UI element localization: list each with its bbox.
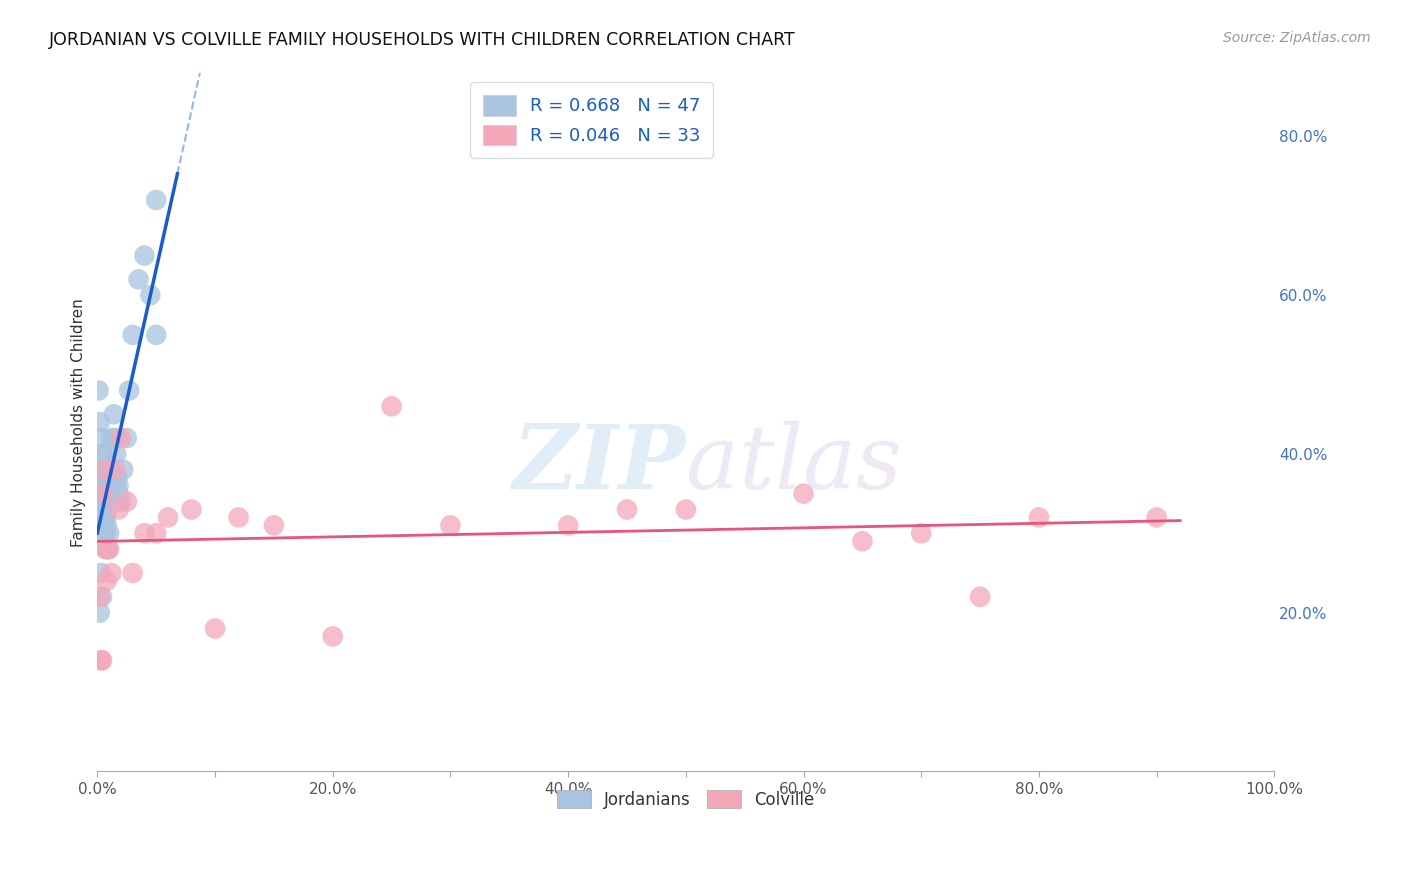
Point	[87, 384, 110, 398]
Point	[98, 542, 121, 557]
Point	[94, 447, 117, 461]
Point	[228, 510, 250, 524]
Point	[910, 526, 932, 541]
Point	[107, 486, 129, 500]
Point	[101, 463, 124, 477]
Point	[1028, 510, 1050, 524]
Point	[675, 502, 697, 516]
Point	[96, 574, 118, 588]
Point	[93, 486, 115, 500]
Point	[104, 431, 127, 445]
Point	[91, 526, 114, 541]
Text: JORDANIAN VS COLVILLE FAMILY HOUSEHOLDS WITH CHILDREN CORRELATION CHART: JORDANIAN VS COLVILLE FAMILY HOUSEHOLDS …	[49, 31, 796, 49]
Point	[139, 288, 162, 302]
Point	[134, 526, 156, 541]
Point	[180, 502, 202, 516]
Point	[156, 510, 179, 524]
Point	[97, 542, 120, 557]
Point	[851, 534, 873, 549]
Point	[91, 653, 114, 667]
Point	[121, 566, 143, 580]
Point	[94, 510, 117, 524]
Point	[91, 494, 114, 508]
Point	[96, 518, 118, 533]
Point	[94, 542, 117, 557]
Point	[121, 327, 143, 342]
Point	[145, 327, 167, 342]
Point	[93, 463, 115, 477]
Point	[107, 502, 129, 516]
Point	[107, 478, 129, 492]
Point	[94, 478, 117, 492]
Point	[91, 590, 114, 604]
Point	[115, 431, 138, 445]
Point	[104, 463, 127, 477]
Point	[115, 494, 138, 508]
Point	[100, 566, 122, 580]
Point	[91, 502, 114, 516]
Point	[793, 486, 815, 500]
Point	[98, 486, 121, 500]
Text: ZIP: ZIP	[512, 421, 686, 508]
Point	[105, 471, 128, 485]
Point	[112, 463, 135, 477]
Point	[90, 510, 112, 524]
Point	[1146, 510, 1168, 524]
Point	[91, 486, 114, 500]
Point	[128, 272, 150, 286]
Point	[91, 471, 114, 485]
Point	[134, 248, 156, 262]
Point	[97, 502, 120, 516]
Y-axis label: Family Households with Children: Family Households with Children	[72, 298, 86, 547]
Point	[110, 494, 132, 508]
Point	[110, 431, 132, 445]
Text: Source: ZipAtlas.com: Source: ZipAtlas.com	[1223, 31, 1371, 45]
Point	[90, 431, 112, 445]
Point	[98, 463, 121, 477]
Point	[105, 447, 128, 461]
Point	[90, 653, 112, 667]
Text: atlas: atlas	[686, 421, 901, 508]
Point	[89, 478, 111, 492]
Point	[557, 518, 579, 533]
Point	[616, 502, 638, 516]
Point	[91, 478, 114, 492]
Point	[969, 590, 991, 604]
Point	[98, 526, 121, 541]
Point	[90, 463, 112, 477]
Point	[96, 542, 118, 557]
Point	[204, 622, 226, 636]
Point	[94, 526, 117, 541]
Point	[93, 510, 115, 524]
Point	[322, 630, 344, 644]
Point	[381, 400, 404, 414]
Point	[91, 447, 114, 461]
Point	[145, 526, 167, 541]
Point	[100, 431, 122, 445]
Point	[90, 566, 112, 580]
Point	[145, 193, 167, 207]
Point	[93, 463, 115, 477]
Point	[118, 384, 141, 398]
Point	[263, 518, 285, 533]
Point	[103, 407, 125, 421]
Point	[89, 606, 111, 620]
Point	[439, 518, 461, 533]
Point	[89, 590, 111, 604]
Point	[89, 415, 111, 429]
Legend: Jordanians, Colville: Jordanians, Colville	[551, 783, 821, 815]
